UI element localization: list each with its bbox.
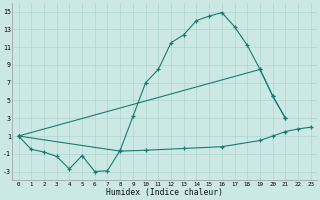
X-axis label: Humidex (Indice chaleur): Humidex (Indice chaleur) [106, 188, 223, 197]
